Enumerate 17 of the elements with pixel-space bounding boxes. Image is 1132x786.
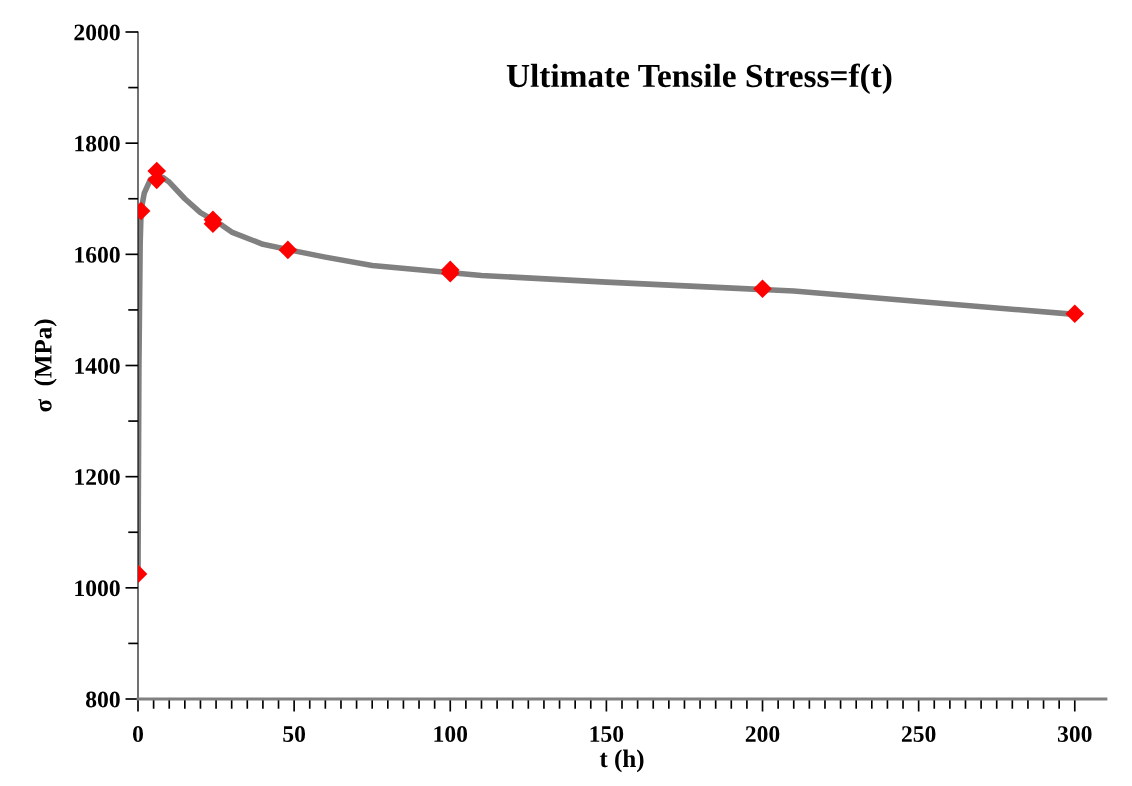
x-tick-label: 50 <box>283 726 306 743</box>
x-tick-label: 250 <box>901 726 936 743</box>
y-tick-label: 1800 <box>75 135 120 152</box>
y-tick-label: 1200 <box>75 469 120 486</box>
x-tick-label: 300 <box>1057 726 1092 743</box>
x-tick-label: 0 <box>133 726 143 743</box>
x-axis-title: t (h) <box>599 749 644 773</box>
y-tick-label: 1000 <box>75 580 120 597</box>
x-tick-label: 200 <box>745 726 780 743</box>
y-tick-label: 2000 <box>74 24 120 41</box>
y-tick-label: 800 <box>86 691 120 708</box>
y-tick-label: 1600 <box>75 246 120 263</box>
y-axis-title: σ (MPa) <box>34 319 57 412</box>
text: Ultimate Tensile Stress=f(t) <box>506 63 892 94</box>
y-tick-label: 1400 <box>75 357 120 374</box>
x-tick-label: 100 <box>434 726 468 743</box>
x-tick-label: 150 <box>590 726 624 743</box>
